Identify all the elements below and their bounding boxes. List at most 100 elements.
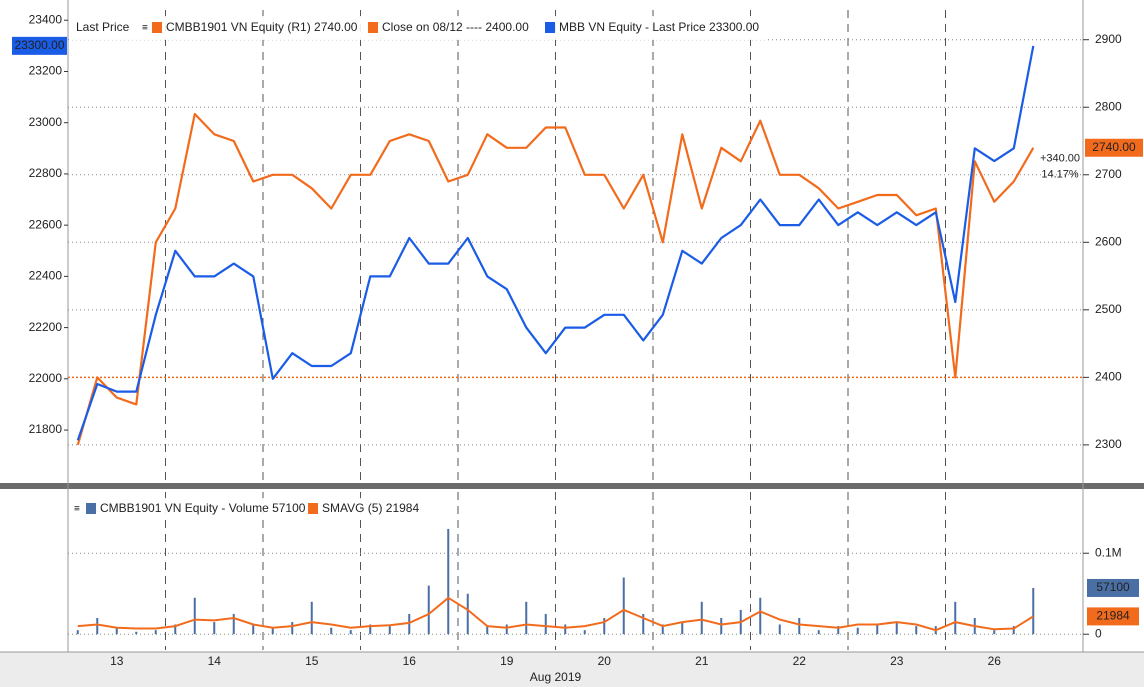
volume-bar [778, 624, 781, 635]
volume-bar [135, 631, 138, 635]
y-tick-label: 0 [1095, 626, 1102, 640]
volume-bar [96, 618, 99, 635]
panel-divider [0, 483, 1144, 489]
volume-bar [115, 627, 118, 635]
volume-bar [798, 618, 801, 635]
volume-bar [876, 624, 879, 635]
y-tick-label: 21800 [29, 422, 63, 436]
last-value-label-box [1085, 138, 1143, 157]
x-tick-label: 22 [793, 654, 807, 668]
volume-bar [1032, 587, 1035, 635]
volume-bar [817, 630, 820, 635]
volume-bar [76, 630, 79, 635]
volume-bar [603, 618, 606, 635]
volume-bar [583, 630, 586, 635]
volume-bar [369, 624, 372, 635]
legend-label: CMBB1901 VN Equity (R1) 2740.00 [166, 20, 358, 34]
volume-bar [895, 622, 898, 635]
y-tick-label: 23200 [29, 64, 63, 78]
legend-icon: ≡ [74, 504, 80, 515]
volume-bar [427, 585, 430, 635]
volume-bar [661, 624, 664, 635]
volume-bar [993, 630, 996, 635]
volume-bar [837, 626, 840, 635]
annotation: +340.00 [1040, 153, 1080, 165]
volume-bar [681, 622, 684, 635]
volume-bar [759, 597, 762, 635]
volume-bar [408, 613, 411, 635]
volume-bar [252, 624, 255, 635]
volume-bar [564, 624, 567, 635]
legend-swatch [308, 503, 318, 514]
y-tick-label: 22400 [29, 269, 63, 283]
x-axis-label: Aug 2019 [530, 670, 582, 684]
volume-bar [310, 601, 313, 635]
volume-bar [291, 622, 294, 635]
volume-bar [447, 528, 450, 635]
y-tick-label: 22000 [29, 371, 63, 385]
y2-tick-label: 2700 [1095, 167, 1122, 181]
x-tick-label: 13 [110, 654, 124, 668]
last-value-label-box [1087, 607, 1139, 626]
x-tick-label: 16 [403, 654, 417, 668]
legend-swatch [86, 503, 96, 514]
x-tick-label: 14 [208, 654, 222, 668]
last-value-label-box [12, 36, 67, 55]
volume-bar [525, 601, 528, 635]
legend-icon: ≡ [142, 23, 148, 34]
volume-bar [330, 627, 333, 635]
volume-bar [954, 601, 957, 635]
volume-bar [720, 618, 723, 635]
volume-bar [544, 613, 547, 635]
last-value-label-box [1087, 578, 1139, 597]
volume-bar [700, 601, 703, 635]
y-tick-label: 0.1M [1095, 545, 1122, 559]
volume-bar [915, 626, 918, 635]
last-value-label: 2740.00 [1092, 140, 1136, 154]
legend-label: MBB VN Equity - Last Price 23300.00 [559, 20, 759, 34]
legend-swatch [152, 22, 162, 33]
volume-bar [174, 624, 177, 635]
volume-bar [232, 613, 235, 635]
volume-bar [856, 627, 859, 635]
y-tick-label: 23400 [29, 12, 63, 26]
legend-prefix: Last Price [76, 20, 130, 34]
y2-tick-label: 2500 [1095, 302, 1122, 316]
x-tick-label: 23 [890, 654, 904, 668]
volume-bar [505, 624, 508, 635]
annotation: 14.17% [1041, 169, 1079, 181]
x-tick-label: 15 [305, 654, 319, 668]
volume-bar [642, 613, 645, 635]
y2-tick-label: 2600 [1095, 234, 1122, 248]
price-line [76, 45, 1035, 441]
last-value-label: 23300.00 [14, 38, 64, 52]
volume-bar [1012, 626, 1015, 635]
x-tick-label: 21 [695, 654, 709, 668]
last-value-label: 57100 [1096, 580, 1130, 594]
legend-label: Close on 08/12 ---- 2400.00 [382, 20, 529, 34]
volume-bar [271, 627, 274, 635]
volume-bar [349, 630, 352, 635]
legend-bg [70, 16, 765, 40]
legend-swatch [368, 22, 378, 33]
volume-bar [388, 626, 391, 635]
legend-label: SMAVG (5) 21984 [322, 501, 419, 515]
y2-tick-label: 2400 [1095, 370, 1122, 384]
volume-bar [486, 626, 489, 635]
volume-bar [193, 597, 196, 635]
price-line [76, 112, 1035, 446]
y2-tick-label: 2800 [1095, 99, 1122, 113]
y2-tick-label: 2300 [1095, 437, 1122, 451]
y2-tick-label: 2900 [1095, 32, 1122, 46]
x-tick-label: 19 [500, 654, 514, 668]
y-tick-label: 22600 [29, 217, 63, 231]
y-tick-label: 22800 [29, 166, 63, 180]
volume-bar [154, 630, 157, 635]
legend-label: CMBB1901 VN Equity - Volume 57100 [100, 501, 306, 515]
sma-line [77, 596, 1034, 632]
volume-bar [213, 622, 216, 635]
legend-bg [70, 498, 450, 520]
x-tick-label: 20 [598, 654, 612, 668]
